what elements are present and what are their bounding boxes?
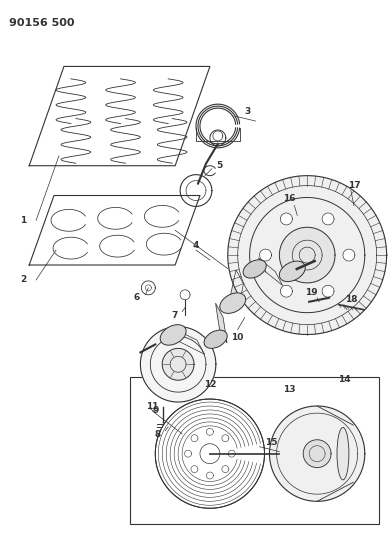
Text: 1: 1: [20, 216, 26, 225]
Text: 3: 3: [244, 107, 251, 116]
Text: 17: 17: [348, 181, 360, 190]
Ellipse shape: [220, 293, 246, 313]
Ellipse shape: [160, 325, 186, 345]
Text: 9: 9: [152, 407, 158, 415]
Text: 12: 12: [204, 379, 216, 389]
Polygon shape: [191, 435, 198, 442]
Polygon shape: [280, 285, 292, 297]
Text: 5: 5: [217, 161, 223, 170]
Polygon shape: [206, 429, 213, 435]
Text: 11: 11: [146, 402, 159, 411]
Polygon shape: [303, 440, 331, 467]
Polygon shape: [155, 399, 264, 508]
Polygon shape: [260, 249, 271, 261]
Polygon shape: [191, 466, 198, 473]
Polygon shape: [222, 466, 229, 473]
Text: 14: 14: [337, 375, 350, 384]
Polygon shape: [228, 176, 387, 335]
Ellipse shape: [337, 427, 349, 480]
Text: 8: 8: [154, 430, 160, 439]
Ellipse shape: [204, 330, 227, 349]
Text: 7: 7: [171, 311, 178, 320]
Bar: [131, 377, 379, 524]
Ellipse shape: [279, 261, 305, 281]
Text: 16: 16: [283, 194, 296, 203]
Polygon shape: [322, 285, 334, 297]
Text: 4: 4: [193, 241, 199, 249]
Text: 13: 13: [283, 385, 296, 394]
Polygon shape: [215, 303, 227, 342]
Polygon shape: [171, 327, 204, 354]
Polygon shape: [269, 406, 365, 502]
Polygon shape: [185, 450, 192, 457]
Text: 2: 2: [20, 276, 26, 285]
Text: 15: 15: [265, 438, 278, 447]
Polygon shape: [222, 435, 229, 442]
Polygon shape: [140, 327, 216, 402]
Polygon shape: [280, 227, 335, 283]
Polygon shape: [258, 258, 283, 286]
Text: 90156 500: 90156 500: [9, 18, 75, 28]
Polygon shape: [162, 349, 194, 380]
Polygon shape: [228, 450, 235, 457]
Text: 19: 19: [305, 288, 317, 297]
Polygon shape: [230, 270, 244, 309]
Polygon shape: [343, 249, 355, 261]
Polygon shape: [206, 472, 213, 479]
Polygon shape: [322, 213, 334, 225]
Polygon shape: [280, 213, 292, 225]
Text: 10: 10: [231, 333, 244, 342]
Text: 18: 18: [344, 295, 357, 304]
Text: 6: 6: [133, 293, 140, 302]
Ellipse shape: [243, 260, 266, 278]
